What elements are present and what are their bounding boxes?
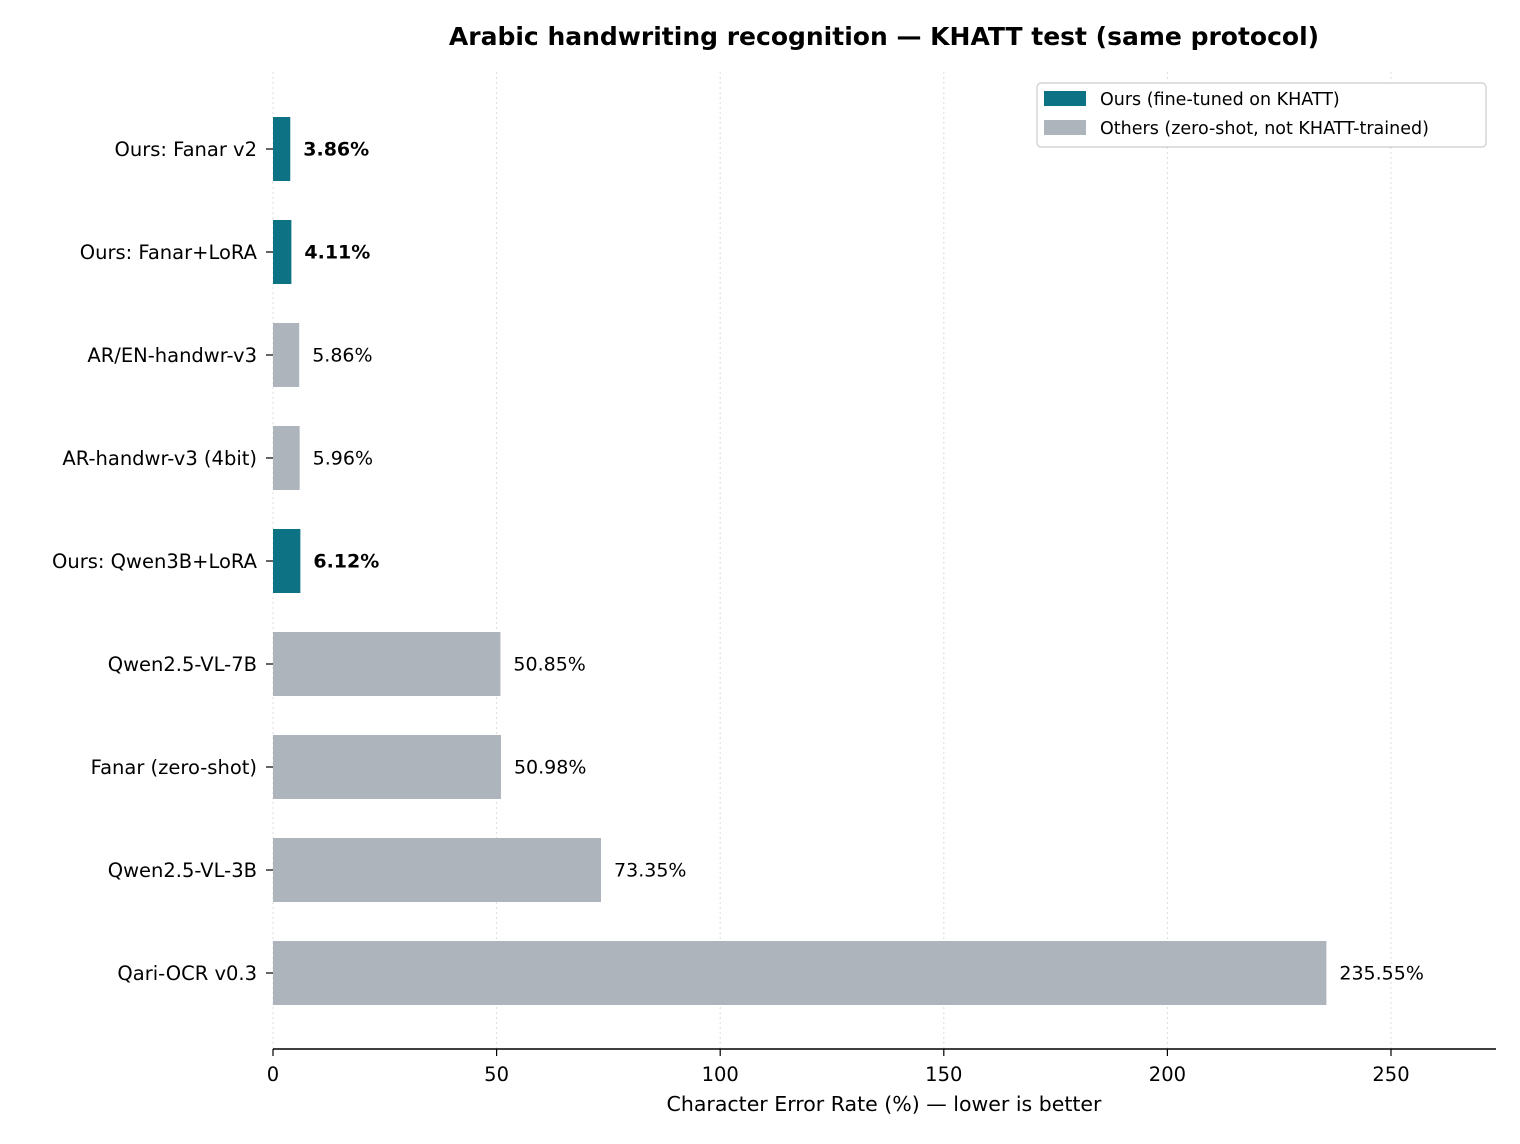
bar xyxy=(273,426,300,490)
value-label: 5.96% xyxy=(313,448,373,470)
x-axis-label: Character Error Rate (%) — lower is bett… xyxy=(667,1092,1103,1116)
bar xyxy=(273,220,292,284)
x-axis: 0 50 100 150 200 250 xyxy=(267,1048,1496,1086)
legend: Ours (fine-tuned on KHATT) Others (zero-s… xyxy=(1036,82,1487,148)
chart-title: Arabic handwriting recognition — KHATT t… xyxy=(449,22,1319,51)
bar xyxy=(273,117,291,181)
x-tick-label: 50 xyxy=(484,1063,509,1086)
legend-swatch xyxy=(1044,91,1086,106)
bar xyxy=(273,323,300,387)
value-label: 6.12% xyxy=(313,551,379,573)
category-label: Ours: Fanar v2 xyxy=(115,138,258,161)
bar xyxy=(273,529,301,593)
x-tick-label: 200 xyxy=(1149,1063,1186,1086)
bar xyxy=(273,941,1327,1005)
category-label: AR/EN-handwr-v3 xyxy=(87,344,257,367)
legend-entry: Ours (fine-tuned on KHATT) xyxy=(1100,90,1340,110)
x-tick-label: 150 xyxy=(925,1063,962,1086)
value-label: 5.86% xyxy=(312,345,372,367)
value-label: 50.98% xyxy=(514,757,586,779)
category-label: Ours: Fanar+LoRA xyxy=(80,241,258,264)
bar xyxy=(273,632,501,696)
value-label: 73.35% xyxy=(614,860,686,882)
bar xyxy=(273,735,501,799)
legend-box xyxy=(1036,82,1487,148)
category-label: Fanar (zero-shot) xyxy=(91,756,257,779)
category-label: Qwen2.5-VL-3B xyxy=(108,859,257,882)
legend-entry: Others (zero-shot, not KHATT-trained) xyxy=(1100,119,1429,139)
grid xyxy=(272,72,1392,1049)
value-label: 235.55% xyxy=(1339,963,1424,985)
x-tick-label: 100 xyxy=(702,1063,739,1086)
category-label: Qari-OCR v0.3 xyxy=(117,962,257,985)
bars: 3.86% 4.11% 5.86% 5.96% 6.12% 50.85% 50.98% 73.… xyxy=(273,117,1424,1005)
value-label: 4.11% xyxy=(304,242,370,264)
category-label: Ours: Qwen3B+LoRA xyxy=(52,550,258,573)
x-tick-label: 250 xyxy=(1372,1063,1409,1086)
category-label: AR-handwr-v3 (4bit) xyxy=(62,447,257,470)
legend-swatch xyxy=(1044,120,1086,135)
category-label: Qwen2.5-VL-7B xyxy=(108,653,257,676)
x-tick-label: 0 xyxy=(267,1063,279,1086)
value-label: 50.85% xyxy=(513,654,585,676)
category-labels: Ours: Fanar v2 Ours: Fanar+LoRA AR/EN-hand… xyxy=(52,138,273,985)
value-label: 3.86% xyxy=(303,139,369,161)
bar xyxy=(273,838,602,902)
